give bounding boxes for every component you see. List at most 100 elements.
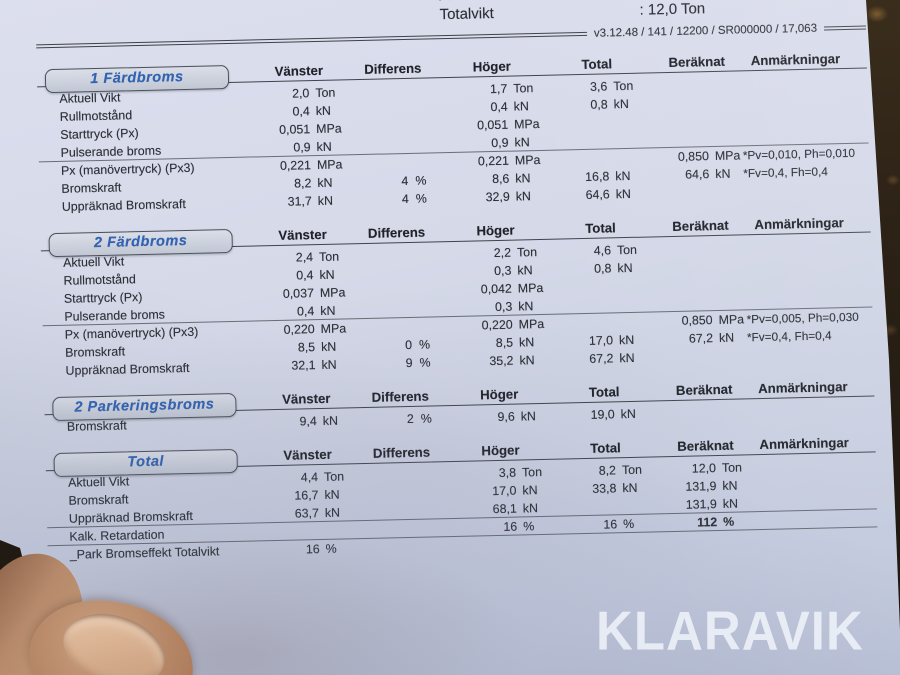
cell-unit: kN [615, 186, 632, 202]
row-label: Pulserande broms [64, 307, 166, 324]
cell-value: 8,5 [297, 340, 316, 355]
cell-unit: kN [515, 189, 532, 204]
cell-value: 1,7 [489, 81, 508, 97]
column-header: Differens [367, 224, 426, 241]
column-header: Vänster [278, 226, 327, 243]
cell-unit: kN [321, 357, 337, 372]
cell-value: 131,9 [685, 479, 717, 494]
cell-differens [350, 126, 438, 128]
cell-differens [354, 308, 442, 310]
cell-hoger: 0,4 kN [438, 99, 548, 115]
cell-unit: % [419, 355, 431, 370]
cell-hoger: 0,221 MPa [439, 153, 549, 169]
cell-beraknat [651, 265, 751, 267]
cell-value: 0,4 [292, 104, 310, 119]
cell-differens [353, 272, 441, 274]
cell-differens [350, 108, 438, 110]
cell-hoger: 2,2 Ton [441, 245, 551, 261]
section-title-badge: Total [53, 448, 238, 478]
cell-total [548, 122, 648, 124]
cell-differens [360, 546, 448, 548]
cell-unit: Ton [721, 460, 743, 475]
cell-unit: MPa [316, 121, 342, 137]
divider-line [823, 25, 867, 31]
column-header: Vänster [283, 446, 332, 463]
cell-value: 32,9 [485, 189, 510, 205]
cell-beraknat [652, 301, 752, 303]
cell-unit: % [415, 191, 427, 206]
cell-total [552, 285, 652, 287]
cell-anmarkning [751, 500, 877, 503]
cell-hoger: 0,9 kN [438, 134, 548, 150]
cell-value: 0,4 [490, 99, 508, 115]
cell-vanster: 2,0 Ton [249, 85, 349, 101]
cell-total: 17,0 kN [553, 332, 653, 348]
cell-differens [349, 90, 437, 92]
cell-unit: kN [618, 332, 635, 348]
cell-vanster: 8,5 kN [255, 339, 355, 355]
row-label: Uppräknad Bromskraft [65, 360, 190, 378]
cell-differens [358, 492, 446, 494]
cell-beraknat [647, 83, 747, 85]
cell-unit: kN [522, 483, 538, 498]
cell-value: 0,3 [494, 263, 512, 279]
cell-beraknat [650, 191, 750, 193]
cell-value: 17,0 [492, 483, 517, 499]
column-header: Höger [481, 442, 520, 459]
cell-hoger: 35,2 kN [443, 353, 553, 369]
cell-beraknat: 131,9 kN [656, 478, 756, 494]
report-table: 1 Färdbroms Vänster Differens Höger Total Ber… [36, 38, 878, 565]
cell-anmarkning: *Fv=0,4, Fh=0,4 [746, 328, 832, 345]
cell-unit: kN [622, 480, 638, 496]
cell-anmarkning [742, 134, 868, 137]
document-content: År : 2017 Totalvikt : 12,0 Ton v3.12.48 … [35, 0, 878, 565]
cell-vanster: 0,220 MPa [255, 321, 355, 337]
cell-anmarkning [746, 280, 872, 283]
cell-value: 2 [406, 411, 414, 427]
cell-unit: kN [617, 260, 633, 276]
cell-beraknat: 112% [657, 514, 757, 530]
cell-anmarkning [745, 244, 871, 247]
cell-value: 16 [305, 542, 320, 557]
cell-hoger: 0,3 kN [441, 263, 551, 279]
cell-vanster: 0,4 kN [254, 303, 354, 319]
cell-hoger: 8,6 kN [439, 171, 549, 187]
cell-value: 0,8 [590, 97, 608, 112]
cell-total: 64,6 kN [550, 186, 650, 202]
column-header: Total [590, 440, 621, 456]
cell-differens: 2% [357, 411, 445, 427]
cell-vanster [259, 530, 359, 532]
column-header: Beräknat [675, 381, 733, 398]
cell-value: 0,042 [480, 281, 513, 297]
cell-unit: Ton [521, 465, 543, 480]
cell-unit: kN [613, 96, 629, 112]
cell-total [558, 541, 658, 543]
cell-value: 0,9 [293, 139, 311, 155]
cell-unit: kN [615, 168, 631, 184]
cell-value: 9,4 [299, 414, 317, 429]
cell-total: 0,8 kN [551, 260, 651, 276]
cell-value: 68,1 [492, 501, 517, 516]
cell-unit: MPa [316, 157, 343, 173]
cell-unit: MPa [319, 285, 346, 300]
cell-value: 2,2 [493, 245, 512, 261]
cell-value: 31,7 [287, 194, 312, 209]
column-header: Anmärkningar [758, 379, 848, 397]
cell-total [557, 505, 657, 507]
cell-vanster: 0,4 kN [253, 267, 353, 283]
column-header: Anmärkningar [750, 51, 841, 69]
cell-vanster: 2,4 Ton [253, 249, 353, 265]
cell-unit: kN [320, 339, 337, 354]
cell-value: 16 [503, 519, 518, 534]
cell-hoger: 68,1 kN [447, 500, 557, 516]
cell-vanster: 16,7 kN [258, 487, 358, 503]
cell-value: 35,2 [489, 353, 514, 369]
cell-value: 0,4 [296, 303, 315, 319]
cell-unit: MPa [320, 321, 347, 336]
cell-unit: kN [324, 487, 340, 502]
cell-vanster: 0,4 kN [250, 103, 350, 119]
cell-anmarkning [752, 536, 878, 539]
cell-beraknat: 67,2 kN [653, 330, 753, 346]
cell-hoger: 0,051 MPa [438, 117, 548, 133]
